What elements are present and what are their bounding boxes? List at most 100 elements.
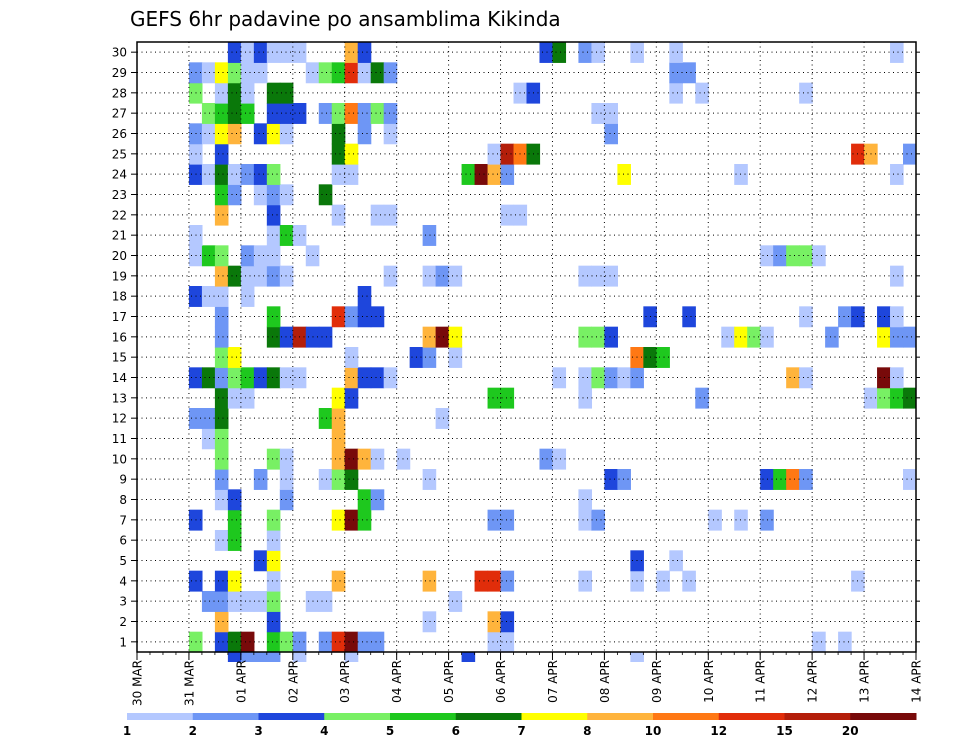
heatmap-cell xyxy=(890,387,904,409)
heatmap-cell xyxy=(812,245,826,267)
heatmap-cell xyxy=(786,469,800,490)
y-tick-label: 18 xyxy=(112,290,127,304)
legend-swatch xyxy=(521,713,588,720)
heatmap-cell xyxy=(357,286,372,307)
y-tick-label: 26 xyxy=(112,127,127,141)
heatmap-cell xyxy=(344,469,359,490)
heatmap-cell xyxy=(240,164,255,185)
heatmap-cell xyxy=(240,367,255,389)
x-tick-label: 31 MAR xyxy=(182,660,196,706)
y-tick-label: 30 xyxy=(112,46,127,60)
heatmap-cell xyxy=(214,530,229,551)
heatmap-cell xyxy=(357,42,372,63)
heatmap-cell xyxy=(838,631,852,653)
x-tick-label: 04 APR xyxy=(390,660,404,703)
heatmap-cell xyxy=(370,631,385,653)
heatmap-cell xyxy=(799,367,813,389)
heatmap-cell xyxy=(383,367,398,389)
heatmap-cell xyxy=(435,265,450,287)
heatmap-cell xyxy=(344,306,359,328)
heatmap-cell xyxy=(227,591,242,612)
heatmap-cell xyxy=(760,469,774,490)
y-tick-label: 21 xyxy=(112,229,127,243)
heatmap-cell xyxy=(240,103,255,124)
heatmap-cell xyxy=(877,306,891,328)
heatmap-cell xyxy=(266,631,281,653)
heatmap-cell xyxy=(214,326,229,348)
heatmap-cell xyxy=(214,62,229,84)
heatmap-cell xyxy=(253,245,268,267)
heatmap-cell xyxy=(487,570,502,592)
heatmap-cell xyxy=(383,204,398,226)
heatmap-cell xyxy=(344,652,359,662)
heatmap-cell xyxy=(539,448,554,470)
heatmap-cell xyxy=(370,367,385,389)
heatmap-cell xyxy=(448,265,463,287)
y-tick-label: 8 xyxy=(119,493,127,507)
x-tick-label: 06 APR xyxy=(494,660,508,703)
heatmap-cell xyxy=(266,265,281,287)
heatmap-cell xyxy=(682,62,696,84)
heatmap-cell xyxy=(214,204,229,226)
y-tick-label: 14 xyxy=(112,371,127,385)
x-tick-label: 12 APR xyxy=(806,660,820,703)
heatmap-cell xyxy=(383,123,398,145)
heatmap-cell xyxy=(578,387,593,409)
y-tick-label: 3 xyxy=(119,595,127,609)
heatmap-cell xyxy=(214,164,229,185)
heatmap-cell xyxy=(487,509,502,531)
legend-label: 15 xyxy=(776,724,793,738)
heatmap-cell xyxy=(734,509,748,531)
heatmap-cell xyxy=(292,652,307,662)
heatmap-cell xyxy=(422,469,437,490)
heatmap-cell xyxy=(422,347,437,368)
heatmap-cell xyxy=(331,509,346,531)
x-tick-label: 05 APR xyxy=(442,660,456,703)
heatmap-cell xyxy=(578,489,593,511)
heatmap-cell xyxy=(357,367,372,389)
heatmap-cell xyxy=(227,347,242,368)
heatmap-cell xyxy=(344,387,359,409)
heatmap-cell xyxy=(266,184,281,206)
heatmap-cell xyxy=(253,265,268,287)
heatmap-cell xyxy=(279,103,294,124)
legend-swatch xyxy=(127,713,194,720)
y-tick-label: 20 xyxy=(112,249,127,263)
heatmap-cell xyxy=(500,570,515,592)
heatmap-cell xyxy=(266,225,281,246)
heatmap-cell xyxy=(214,367,229,389)
heatmap-cell xyxy=(448,347,463,368)
x-axis: 30 MAR 31 MAR 01 APR 02 APR 03 APR 04 APR 05 A… xyxy=(131,652,924,706)
legend-label: 7 xyxy=(517,724,525,738)
heatmap-cell xyxy=(266,611,281,633)
x-tick-label: 01 APR xyxy=(234,660,248,703)
heatmap-cell xyxy=(539,42,554,63)
heatmap-cell xyxy=(487,631,502,653)
heatmap-cell xyxy=(422,225,437,246)
heatmap-cell xyxy=(344,367,359,389)
heatmap-cell xyxy=(617,164,631,185)
heatmap-cell xyxy=(604,123,618,145)
heatmap-cell xyxy=(357,103,372,124)
heatmap-cell xyxy=(617,367,631,389)
heatmap-cell xyxy=(500,143,515,165)
y-tick-label: 29 xyxy=(112,66,127,80)
heatmap-cell xyxy=(890,164,904,185)
heatmap-cell xyxy=(721,326,735,348)
x-tick-label: 07 APR xyxy=(546,660,560,703)
heatmap-cell xyxy=(227,184,242,206)
legend-label: 5 xyxy=(386,724,394,738)
heatmap-cell xyxy=(383,103,398,124)
heatmap-cell xyxy=(253,123,268,145)
heatmap-cell xyxy=(201,103,216,124)
heatmap-cell xyxy=(214,611,229,633)
heatmap-cell xyxy=(929,164,943,185)
heatmap-cell xyxy=(890,326,904,348)
heatmap-cell xyxy=(266,326,281,348)
y-tick-label: 27 xyxy=(112,107,127,121)
heatmap-cell xyxy=(799,306,813,328)
heatmap-cell xyxy=(370,62,385,84)
heatmap-cell xyxy=(682,306,696,328)
heatmap-cell xyxy=(669,82,683,104)
heatmap-cell xyxy=(877,326,891,348)
